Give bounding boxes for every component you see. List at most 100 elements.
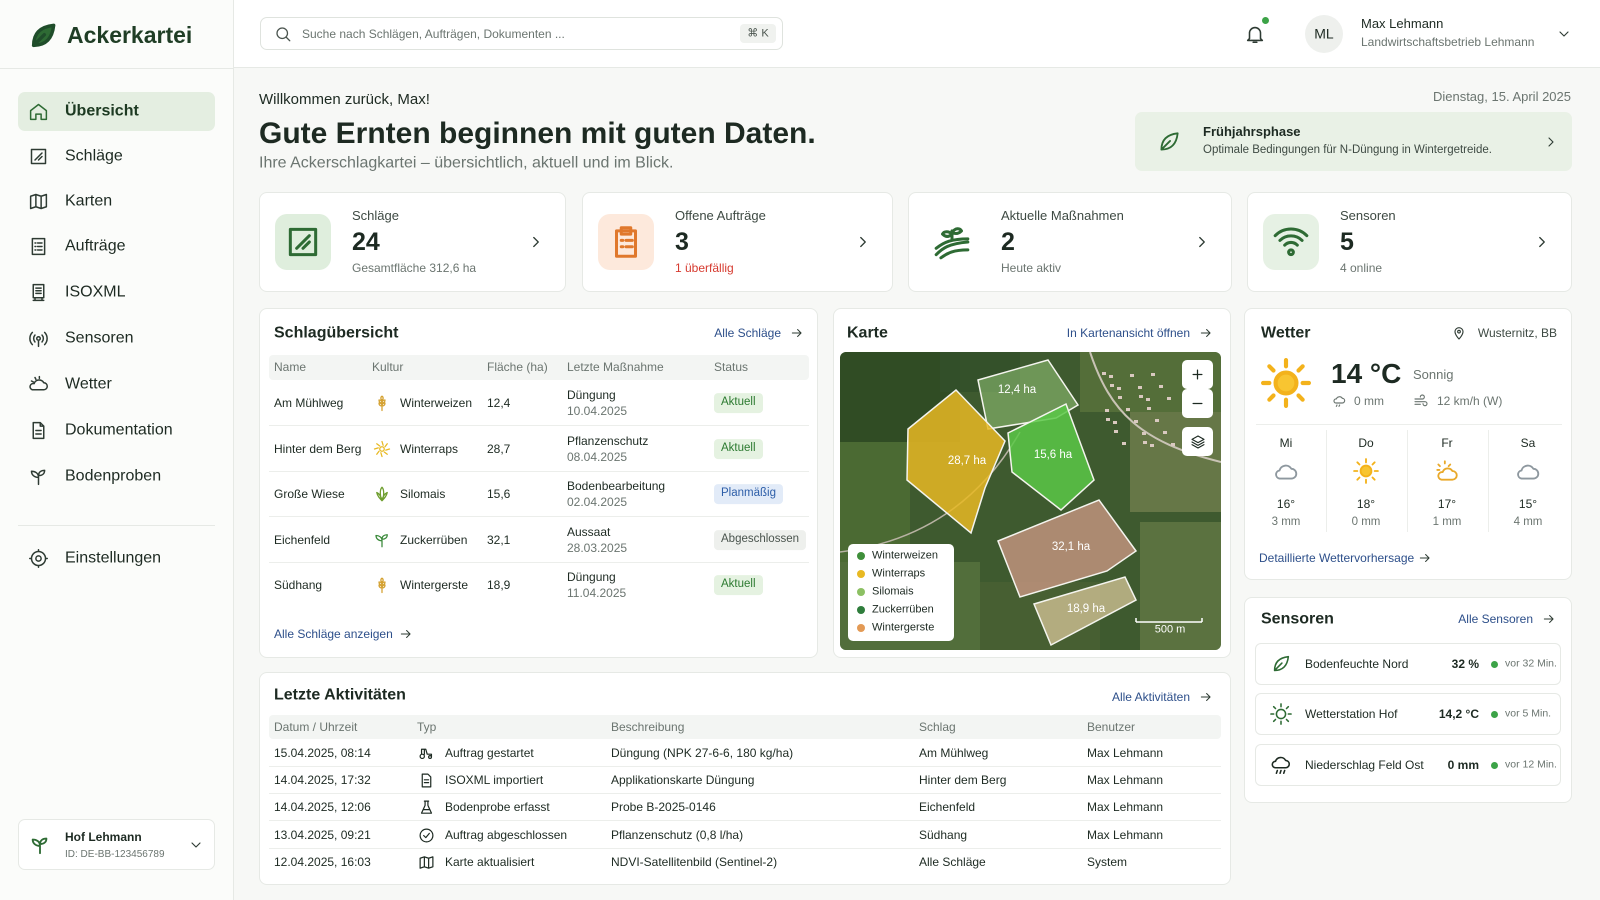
- icon-shape: [1246, 26, 1264, 44]
- icon-shape: [1436, 460, 1458, 481]
- subline: Ihre Ackerschlagkartei – übersichtlich, …: [259, 154, 674, 172]
- area: 15,6: [487, 486, 511, 501]
- sensor-row[interactable]: [1255, 693, 1561, 735]
- nav-item[interactable]: Bodenproben: [65, 467, 162, 485]
- measure-date: 08.04.2025: [567, 449, 628, 464]
- kpi-note: 1 überfällig: [675, 260, 734, 275]
- kpi-icon: [614, 226, 638, 258]
- sensor-value: 32 %: [1451, 656, 1479, 671]
- icon-shape: [421, 773, 431, 787]
- chevron: [1199, 236, 1205, 248]
- activity-field: Eichenfeld: [919, 799, 976, 814]
- column-header: Status: [714, 359, 749, 374]
- nav-item[interactable]: Sensoren: [65, 329, 134, 347]
- icon-shape: [29, 193, 47, 209]
- nav-icon: [32, 421, 44, 439]
- nav-item[interactable]: Schläge: [65, 147, 123, 165]
- kpi-note: Gesamtfläche 312,6 ha: [352, 260, 477, 275]
- crop: Winterraps: [400, 441, 459, 456]
- forecast-temp: 17°: [1437, 496, 1457, 511]
- column-header: Kultur: [372, 359, 404, 374]
- field-label: 32,1 ha: [1051, 541, 1091, 554]
- link[interactable]: Alle Schläge anzeigen: [274, 626, 393, 641]
- activity-date: 14.04.2025, 12:06: [274, 799, 371, 814]
- nav-item[interactable]: Wetter: [65, 375, 112, 393]
- map-shape: [997, 499, 1138, 598]
- nav-item[interactable]: Karten: [65, 192, 113, 210]
- map-shape: [1163, 431, 1167, 434]
- nav-icon: [32, 283, 44, 301]
- icon-shape: [1559, 31, 1569, 37]
- field-name[interactable]: Am Mühlweg: [274, 395, 344, 410]
- row-divider: [269, 793, 1221, 794]
- card-title: Wetter: [1261, 324, 1311, 342]
- sensor-row[interactable]: [1255, 744, 1561, 786]
- nav-item[interactable]: Aufträge: [65, 237, 126, 255]
- measure: Düngung: [567, 569, 616, 584]
- map-shape: [906, 388, 1006, 535]
- crop-icon: [376, 486, 388, 502]
- map-shape: [1032, 576, 1137, 647]
- sensor-icon: [1271, 756, 1291, 775]
- activity-icon: [419, 828, 433, 842]
- icon-shape: [614, 226, 638, 258]
- link[interactable]: Alle Aktivitäten: [1111, 689, 1190, 704]
- icon-shape: [31, 23, 56, 48]
- search-box[interactable]: [260, 17, 783, 50]
- map-shape: [1102, 372, 1106, 375]
- user-org: Landwirtschaftsbetrieb Lehmann: [1361, 34, 1535, 49]
- column-header: Benutzer: [1087, 719, 1136, 734]
- legend-swatch: [857, 552, 865, 560]
- phase-card[interactable]: [1135, 112, 1572, 171]
- icon-shape: [1199, 236, 1205, 248]
- field-name[interactable]: Hinter dem Berg: [274, 441, 362, 456]
- field-name[interactable]: Südhang: [274, 577, 323, 592]
- wind: 12 km/h (W): [1437, 393, 1503, 408]
- nav-item[interactable]: Übersicht: [65, 102, 139, 120]
- nav-item[interactable]: Dokumentation: [65, 421, 173, 439]
- map-shape: [1138, 386, 1142, 389]
- nav-item[interactable]: Einstellungen: [65, 549, 162, 567]
- chevron: [860, 236, 866, 248]
- notifications[interactable]: [1244, 23, 1266, 45]
- icon-shape: [1273, 227, 1309, 257]
- search-placeholder[interactable]: Suche nach Schlägen, Aufträgen, Dokument…: [302, 26, 565, 41]
- notification-dot: [1261, 16, 1270, 25]
- activity-description: Probe B-2025-0146: [611, 799, 716, 814]
- arrow: [791, 329, 802, 337]
- nav-item[interactable]: ISOXML: [65, 283, 126, 301]
- farm-switcher[interactable]: [18, 819, 215, 870]
- row-divider: [269, 766, 1221, 767]
- sensor-value: 14,2 °C: [1438, 706, 1479, 721]
- farm-name: Hof Lehmann: [65, 829, 142, 844]
- legend-label: Winterweizen: [872, 549, 939, 562]
- map-shape: [1113, 421, 1117, 424]
- sensor-row[interactable]: [1255, 643, 1561, 685]
- nav-icon: [30, 148, 46, 164]
- icon-shape: [1517, 464, 1540, 480]
- link[interactable]: Alle Sensoren: [1458, 611, 1533, 626]
- field-name[interactable]: Große Wiese: [274, 486, 345, 501]
- user-menu[interactable]: [1556, 26, 1572, 42]
- logo: [31, 23, 56, 48]
- map-shape: [840, 442, 910, 562]
- condition: Sonnig: [1413, 367, 1454, 383]
- link[interactable]: In Kartenansicht öffnen: [1066, 325, 1190, 340]
- icon-shape: [400, 630, 411, 638]
- forecast-day: Fr: [1441, 435, 1453, 450]
- map-layers[interactable]: [1182, 427, 1213, 456]
- sidebar-divider: [0, 68, 234, 69]
- link[interactable]: Alle Schläge: [714, 325, 781, 340]
- activity-user: Max Lehmann: [1087, 799, 1164, 814]
- kpi-label: Sensoren: [1340, 208, 1396, 224]
- sensor-time: vor 5 Min.: [1505, 707, 1552, 720]
- icon-shape: [791, 329, 802, 337]
- avatar[interactable]: [1305, 15, 1343, 53]
- row-divider: [269, 848, 1221, 849]
- link[interactable]: Detaillierte Wettervorhersage: [1259, 550, 1415, 565]
- zoom-icon: [1192, 402, 1203, 405]
- map-shape: [1007, 402, 1095, 511]
- field-name[interactable]: Eichenfeld: [274, 532, 331, 547]
- chevron[interactable]: [188, 837, 204, 853]
- icon-shape: [28, 331, 48, 347]
